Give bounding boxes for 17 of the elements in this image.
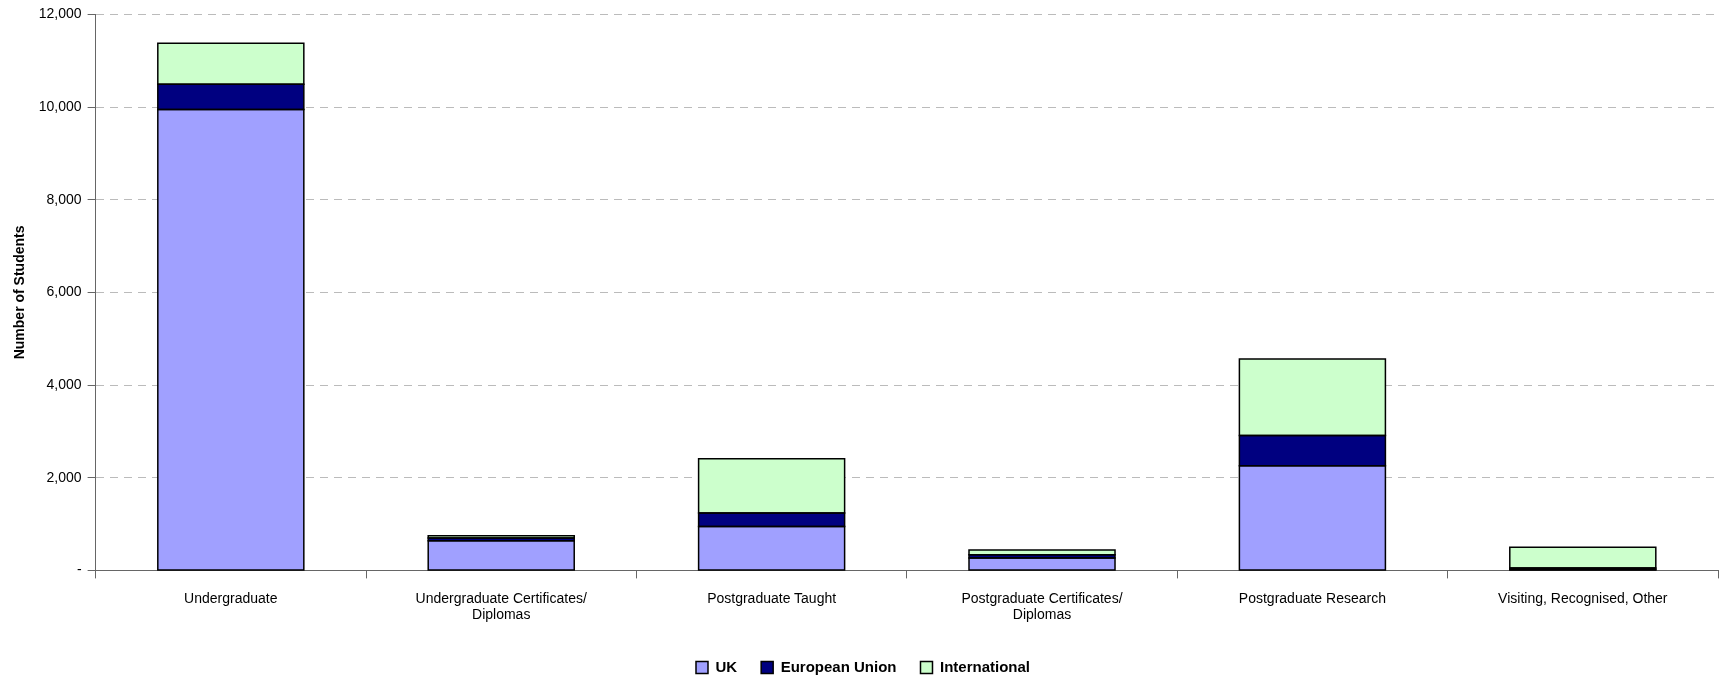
legend-label: UK	[715, 657, 738, 675]
y-tick-label: 8,000	[46, 190, 82, 207]
y-tick-label: 2,000	[46, 468, 82, 485]
y-tick-label: 6,000	[46, 283, 82, 300]
legend-label: European Union	[780, 657, 897, 675]
legend-label: International	[940, 657, 1031, 675]
x-tick-label: Visiting, Recognised, Other	[1498, 589, 1668, 606]
x-tick-label: Undergraduate	[184, 589, 278, 606]
y-axis-title: Number of Students	[11, 225, 28, 360]
y-tick-label: 12,000	[38, 5, 82, 22]
y-tick-label: 4,000	[46, 375, 82, 392]
x-tick-label: Postgraduate Research	[1238, 589, 1386, 606]
x-tick-label: Postgraduate Taught	[707, 589, 837, 606]
y-tick-label: 10,000	[38, 97, 82, 114]
x-tick-label: Undergraduate Certificates/ Diplomas	[415, 589, 587, 623]
y-tick-label: -	[76, 561, 82, 578]
x-tick-label: Postgraduate Certificates/ Diplomas	[961, 589, 1123, 623]
